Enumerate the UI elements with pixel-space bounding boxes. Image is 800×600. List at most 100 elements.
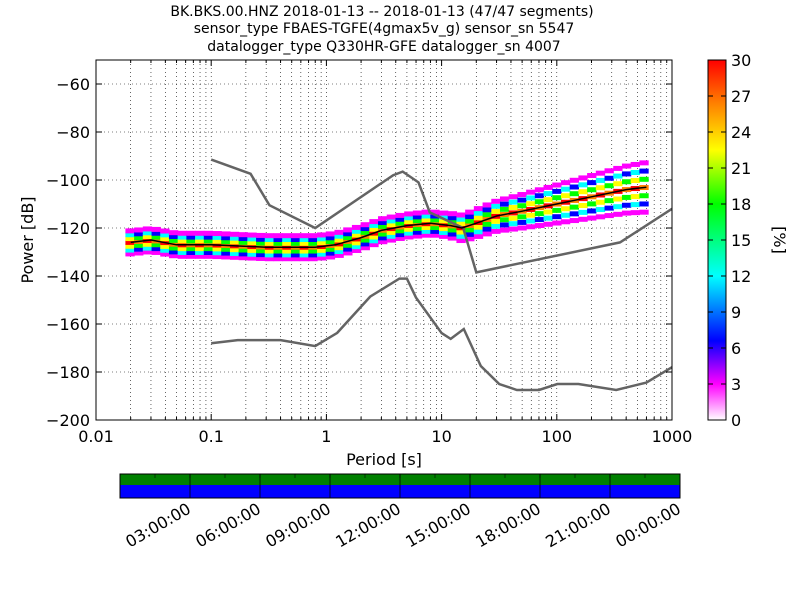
colorbar-tick-label: 30 [731, 51, 751, 70]
psd-density-cell [334, 245, 344, 251]
psd-density-cell [151, 242, 161, 248]
psd-density-cell [421, 228, 431, 234]
psd-density-cell [325, 239, 336, 245]
psd-density-cell [221, 239, 231, 245]
psd-density-cell [630, 210, 640, 216]
psd-density-cell [142, 249, 153, 255]
psd-density-cell [351, 240, 362, 246]
colorbar-tick-label: 12 [731, 267, 751, 286]
psd-density-cell [247, 251, 257, 257]
colorbar-tick-label: 3 [731, 375, 741, 394]
psd-density-cell [186, 249, 196, 255]
psd-density-cell [421, 213, 431, 219]
psd-density-cell [378, 231, 388, 237]
psd-density-cell [587, 187, 597, 193]
psd-density-cell [526, 212, 536, 218]
psd-density-cell [499, 222, 510, 228]
psd-density-cell [334, 252, 344, 258]
psd-density-cell [421, 217, 431, 223]
psd-density-cell [308, 252, 318, 258]
psd-density-cell [543, 191, 553, 197]
psd-density-cell [456, 229, 466, 235]
psd-density-cell [282, 233, 292, 239]
psd-density-cell [195, 230, 205, 236]
psd-density-cell [395, 235, 405, 241]
psd-density-cell [552, 220, 562, 226]
psd-density-cell [508, 226, 519, 232]
psd-density-cell [526, 195, 536, 201]
psd-density-cell [334, 249, 344, 255]
psd-density-cell [465, 214, 475, 220]
x-axis-label: Period [s] [346, 450, 422, 469]
psd-density-cell [299, 237, 309, 243]
psd-density-cell [604, 198, 614, 204]
psd-density-cell [351, 232, 362, 238]
psd-density-cell [369, 226, 379, 232]
psd-density-cell [439, 210, 449, 216]
psd-density-cell [160, 247, 170, 253]
y-tick-label: −120 [46, 219, 90, 238]
psd-density-cell [473, 210, 484, 216]
psd-density-cell [604, 205, 614, 211]
psd-density-cell [543, 221, 553, 227]
psd-density-cell [256, 232, 266, 238]
psd-density-cell [508, 205, 519, 211]
psd-density-cell [439, 218, 449, 224]
psd-density-cell [560, 186, 571, 192]
psd-density-cell [168, 253, 179, 259]
psd-density-cell [595, 185, 606, 191]
psd-density-cell [151, 230, 161, 236]
psd-density-cell [456, 221, 466, 227]
psd-density-cell [238, 251, 248, 257]
psd-density-cell [134, 246, 144, 252]
psd-density-cell [430, 225, 440, 231]
psd-density-cell [491, 228, 501, 234]
psd-density-cell [613, 196, 623, 202]
psd-density-cell [587, 201, 597, 207]
psd-density-cell [517, 203, 527, 209]
psd-density-cell [630, 161, 640, 167]
psd-density-cell [639, 209, 649, 215]
psd-density-cell [613, 204, 623, 210]
psd-density [125, 160, 649, 262]
psd-density-cell [621, 194, 632, 200]
y-tick-label: −140 [46, 267, 90, 286]
psd-density-cell [247, 232, 257, 238]
psd-density-cell [203, 230, 214, 236]
psd-density-cell [613, 211, 623, 217]
psd-density-cell [168, 237, 179, 243]
psd-density-cell [430, 228, 440, 234]
psd-density-cell [543, 184, 553, 190]
psd-density-cell [552, 214, 562, 220]
psd-density-cell [578, 203, 588, 209]
psd-density-cell [195, 246, 205, 252]
psd-density-cell [360, 245, 370, 251]
psd-density-cell [517, 192, 527, 198]
psd-density-cell [604, 213, 614, 219]
psd-density-cell [229, 235, 240, 241]
y-tick-label: −80 [56, 123, 90, 142]
psd-density-cell [238, 236, 248, 242]
psd-density-cell [282, 237, 292, 243]
psd-density-cell [308, 256, 318, 262]
colorbar-tick-label: 6 [731, 339, 741, 358]
psd-density-cell [221, 231, 231, 237]
psd-density-cell [578, 182, 588, 188]
colorbar-tick-label: 0 [731, 411, 741, 430]
psd-density-cell [421, 209, 431, 215]
psd-density-cell [430, 232, 440, 238]
psd-density-cell [177, 230, 187, 236]
psd-density-cell [517, 219, 527, 225]
psd-density-cell [125, 239, 135, 245]
psd-density-cell [334, 229, 344, 235]
psd-density-cell [621, 202, 632, 208]
colorbar-tick-label: 15 [731, 231, 751, 250]
psd-density-cell [134, 235, 144, 241]
psd-density-cell [299, 233, 309, 239]
psd-density-cell [168, 230, 179, 236]
psd-density-cell [369, 242, 379, 248]
psd-density-cell [412, 233, 423, 239]
psd-density-cell [499, 206, 510, 212]
psd-density-cell [273, 256, 283, 262]
psd-density-cell [421, 232, 431, 238]
